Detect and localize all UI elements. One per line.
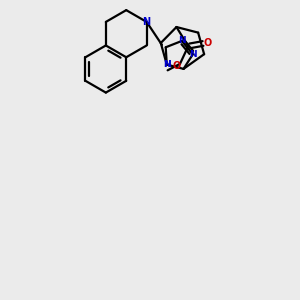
Text: N: N: [142, 17, 151, 27]
Text: O: O: [172, 61, 181, 71]
Text: N: N: [178, 36, 186, 45]
Text: O: O: [204, 38, 212, 48]
Text: N: N: [189, 50, 196, 59]
Text: N: N: [163, 60, 171, 69]
Text: N: N: [163, 60, 171, 69]
